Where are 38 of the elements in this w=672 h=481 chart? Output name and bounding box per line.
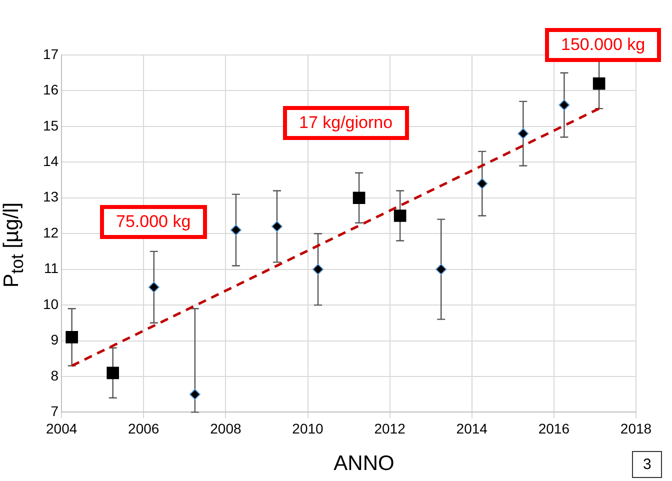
- x-tick-label: 2010: [292, 420, 324, 436]
- y-tick-label: 14: [42, 153, 59, 170]
- point: [106, 366, 120, 380]
- point: [230, 224, 242, 236]
- x-tick-label: 2006: [128, 420, 160, 436]
- y-tick-label: 15: [42, 117, 59, 134]
- x-tick-label: 2018: [620, 420, 652, 436]
- y-tick-label: 16: [42, 82, 59, 98]
- point: [271, 220, 282, 232]
- y-tick-label: 11: [44, 260, 59, 276]
- point: [352, 192, 366, 204]
- y-tick-label: 10: [42, 296, 59, 312]
- x-tick-label: 2014: [456, 420, 488, 436]
- y-tick-label: 8: [50, 367, 59, 384]
- y-tick-label: 12: [42, 224, 59, 240]
- y-tick-label: 7: [50, 403, 59, 420]
- text: 3: [632, 451, 662, 478]
- x-tick-label: 2004: [46, 420, 78, 436]
- y-tick-label: 17: [42, 46, 59, 62]
- point: [436, 264, 447, 275]
- x-axis-title: ANNO: [334, 452, 394, 476]
- point: [148, 282, 160, 293]
- point: [476, 178, 488, 190]
- point: [312, 264, 324, 275]
- point: [66, 331, 78, 344]
- point: [518, 128, 529, 140]
- point: [592, 77, 606, 90]
- point: [558, 100, 570, 111]
- text: 150.000 kg: [545, 28, 662, 62]
- annotation: 17 kg/giorno: [283, 106, 409, 140]
- x-tick-label: 2012: [374, 420, 406, 436]
- x-tick-label: 2008: [210, 420, 242, 436]
- y-tick-label: 13: [42, 188, 59, 205]
- point: [189, 388, 200, 400]
- annotation: 75.000 kg: [100, 205, 207, 239]
- point: [394, 210, 406, 222]
- x-tick-label: 2016: [538, 420, 570, 436]
- y-tick-label: 9: [50, 332, 59, 348]
